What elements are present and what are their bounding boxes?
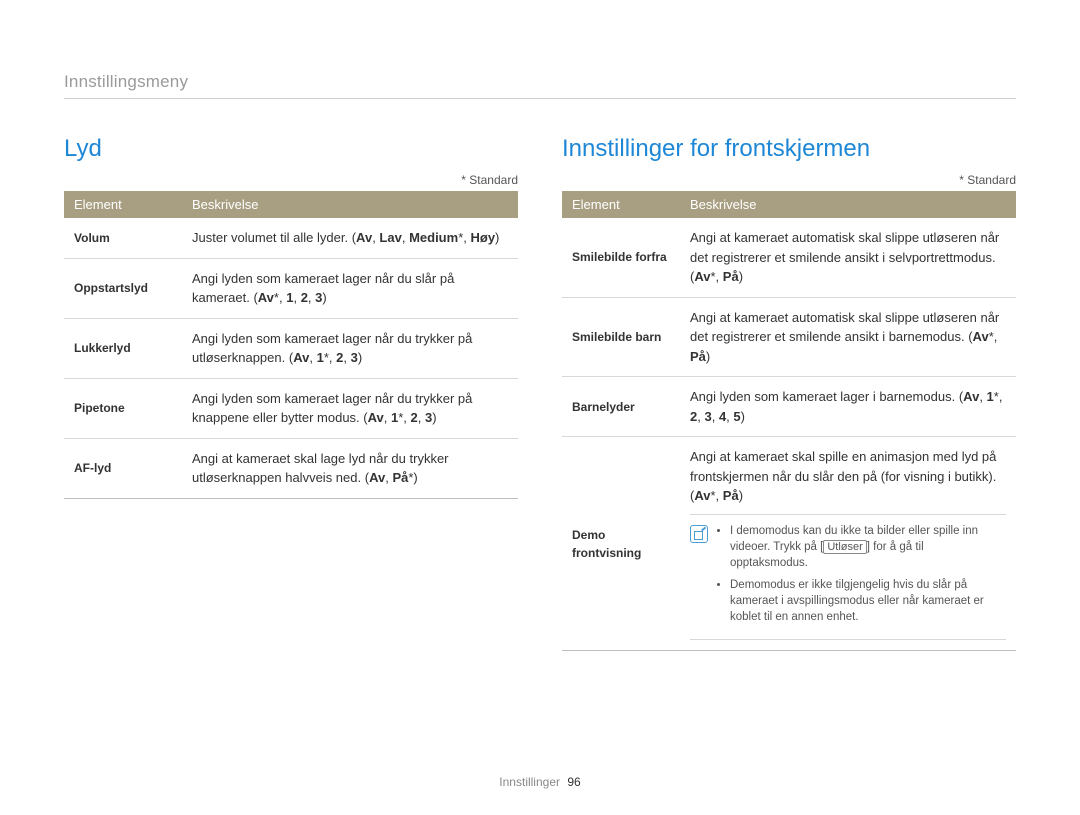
cell-description: Angi lyden som kameraet lager når du try… [182,318,518,378]
th-description: Beskrivelse [182,191,518,218]
note-box: I demomodus kan du ikke ta bilder eller … [690,514,1006,641]
cell-description: Angi at kameraet skal spille en animasjo… [680,437,1016,651]
page: Innstillingsmeny Lyd * Standard Element … [0,0,1080,651]
column-frontskjerm: Innstillinger for frontskjermen * Standa… [562,135,1016,651]
cell-description: Juster volumet til alle lyder. (Av, Lav,… [182,218,518,258]
cell-description: Angi lyden som kameraet lager når du try… [182,378,518,438]
cell-element: AF-lyd [64,438,182,498]
section-title-frontskjerm: Innstillinger for frontskjermen [562,135,1016,163]
th-description: Beskrivelse [680,191,1016,218]
footer-page-number: 96 [567,775,580,789]
cell-description: Angi at kameraet automatisk skal slippe … [680,218,1016,297]
table-row: OppstartslydAngi lyden som kameraet lage… [64,258,518,318]
column-lyd: Lyd * Standard Element Beskrivelse Volum… [64,135,518,651]
standard-note-right: * Standard [562,173,1016,187]
table-row: Smilebilde barnAngi at kameraet automati… [562,297,1016,377]
table-frontskjerm-body: Smilebilde forfraAngi at kameraet automa… [562,218,1016,651]
table-lyd-body: VolumJuster volumet til alle lyder. (Av,… [64,218,518,498]
table-lyd: Element Beskrivelse VolumJuster volumet … [64,191,518,499]
note-item: Demomodus er ikke tilgjengelig hvis du s… [730,577,1002,625]
two-column-layout: Lyd * Standard Element Beskrivelse Volum… [64,135,1016,651]
cell-description: Angi at kameraet skal lage lyd når du tr… [182,438,518,498]
note-list: I demomodus kan du ikke ta bilder eller … [716,523,1002,632]
cell-description: Angi at kameraet automatisk skal slippe … [680,297,1016,377]
cell-element: Demo frontvisning [562,437,680,651]
th-element: Element [64,191,182,218]
table-row: VolumJuster volumet til alle lyder. (Av,… [64,218,518,258]
breadcrumb: Innstillingsmeny [64,72,1016,99]
table-row: Smilebilde forfraAngi at kameraet automa… [562,218,1016,297]
table-row: BarnelyderAngi lyden som kameraet lager … [562,377,1016,437]
cell-description: Angi lyden som kameraet lager når du slå… [182,258,518,318]
cell-element: Barnelyder [562,377,680,437]
page-footer: Innstillinger 96 [0,775,1080,789]
section-title-lyd: Lyd [64,135,518,163]
footer-section: Innstillinger [499,775,560,789]
standard-note-left: * Standard [64,173,518,187]
note-icon [690,525,708,543]
th-element: Element [562,191,680,218]
table-row: Demo frontvisningAngi at kameraet skal s… [562,437,1016,651]
table-row: AF-lydAngi at kameraet skal lage lyd når… [64,438,518,498]
note-item: I demomodus kan du ikke ta bilder eller … [730,523,1002,572]
cell-element: Oppstartslyd [64,258,182,318]
cell-element: Pipetone [64,378,182,438]
table-row: PipetoneAngi lyden som kameraet lager nå… [64,378,518,438]
cell-element: Lukkerlyd [64,318,182,378]
cell-description: Angi lyden som kameraet lager i barnemod… [680,377,1016,437]
table-row: LukkerlydAngi lyden som kameraet lager n… [64,318,518,378]
cell-element: Smilebilde forfra [562,218,680,297]
cell-element: Smilebilde barn [562,297,680,377]
cell-element: Volum [64,218,182,258]
table-frontskjerm: Element Beskrivelse Smilebilde forfraAng… [562,191,1016,651]
